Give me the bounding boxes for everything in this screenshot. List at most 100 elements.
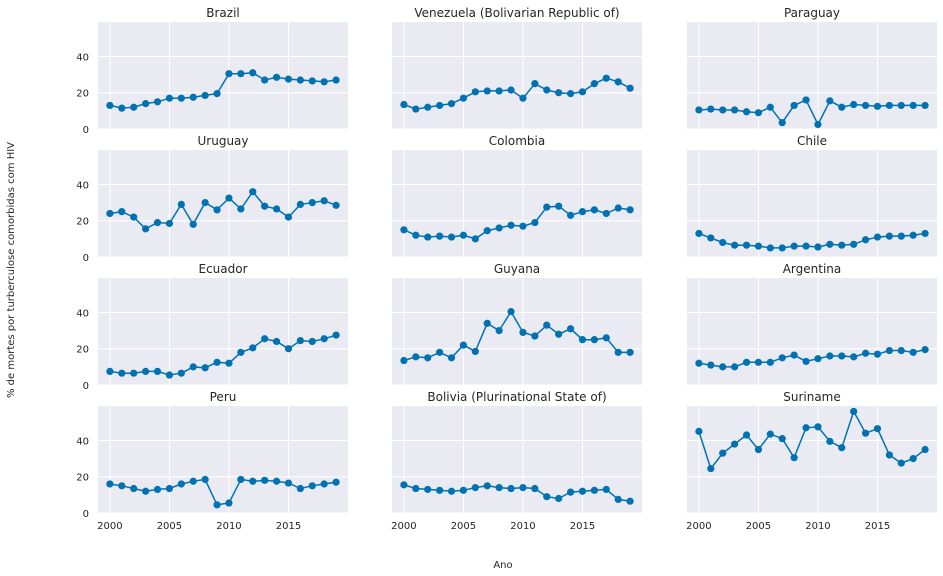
data-point	[165, 484, 174, 493]
panel-4: Uruguay 0 20 40	[76, 134, 348, 264]
data-point	[778, 354, 786, 362]
data-point	[412, 231, 420, 239]
data-point	[165, 371, 174, 379]
panel-title: Guyana	[494, 262, 540, 276]
data-point	[897, 459, 905, 467]
data-point	[566, 90, 575, 98]
data-point	[436, 101, 444, 110]
data-point	[400, 226, 408, 234]
data-point	[272, 73, 281, 81]
data-point	[189, 363, 197, 371]
x-tick-label: 2000	[391, 521, 416, 532]
data-point	[543, 203, 551, 211]
data-point	[921, 445, 929, 454]
data-point	[308, 198, 316, 207]
data-point	[261, 76, 269, 84]
data-point	[142, 225, 150, 233]
data-point	[447, 233, 456, 241]
data-point	[189, 477, 197, 485]
y-tick-label: 20	[76, 345, 89, 356]
data-point	[332, 76, 340, 84]
data-point	[483, 319, 491, 327]
data-point	[447, 100, 456, 108]
data-point	[495, 326, 503, 335]
panel-title: Venezuela (Bolivarian Republic of)	[414, 6, 619, 20]
panel-title: Argentina	[783, 262, 842, 276]
data-point	[626, 497, 634, 505]
data-point	[142, 487, 150, 495]
data-point	[308, 77, 316, 85]
data-point	[261, 202, 269, 210]
data-point	[153, 98, 162, 106]
data-point	[850, 407, 858, 416]
data-point	[225, 499, 233, 507]
panel-background	[98, 22, 348, 129]
x-tick-label: 2005	[746, 521, 771, 532]
data-point	[885, 451, 893, 459]
data-point	[201, 198, 209, 207]
data-point	[731, 106, 739, 114]
x-tick-label: 2005	[451, 521, 476, 532]
x-tick-label: 2000	[97, 521, 122, 532]
y-tick-label: 40	[76, 180, 89, 191]
data-point	[177, 200, 185, 209]
data-point	[590, 336, 598, 344]
data-point	[308, 337, 316, 346]
data-point	[695, 427, 703, 435]
data-point	[249, 188, 257, 196]
y-tick-label: 20	[76, 89, 89, 100]
panel-title: Colombia	[489, 134, 545, 148]
data-point	[754, 109, 763, 117]
data-point	[118, 208, 126, 216]
data-point	[555, 330, 563, 338]
panel-3: Paraguay	[687, 6, 937, 130]
data-point	[213, 90, 221, 98]
data-point	[332, 478, 340, 486]
data-point	[814, 423, 822, 431]
data-point	[495, 224, 503, 232]
data-point	[213, 206, 221, 214]
data-point	[790, 351, 798, 359]
y-tick-label: 0	[83, 253, 89, 264]
data-point	[555, 202, 563, 210]
data-point	[861, 429, 870, 437]
y-tick-label: 0	[83, 509, 89, 520]
data-point	[213, 501, 221, 509]
data-point	[921, 229, 929, 238]
data-point	[885, 346, 893, 355]
data-point	[578, 487, 587, 495]
data-point	[201, 364, 209, 372]
panel-background	[392, 22, 642, 129]
data-point	[707, 105, 715, 113]
data-point	[296, 484, 304, 493]
data-point	[106, 101, 114, 110]
data-point	[189, 220, 197, 228]
data-point	[165, 94, 174, 102]
data-point	[495, 484, 503, 492]
panel-6: Chile	[687, 134, 937, 258]
x-tick-label: 2015	[570, 521, 595, 532]
data-point	[814, 243, 822, 251]
x-tick-label: 2000	[686, 521, 711, 532]
data-point	[130, 369, 138, 377]
data-point	[507, 484, 515, 493]
data-point	[507, 86, 515, 94]
data-point	[543, 321, 551, 329]
data-point	[320, 480, 328, 488]
data-point	[695, 359, 703, 367]
panel-background	[98, 406, 348, 513]
data-point	[225, 70, 233, 78]
data-point	[695, 229, 703, 238]
data-point	[424, 233, 432, 241]
data-point	[766, 358, 774, 366]
data-point	[237, 205, 245, 213]
data-point	[861, 349, 870, 357]
data-point	[719, 363, 727, 371]
panel-9: Argentina	[687, 262, 937, 386]
data-point	[578, 336, 587, 344]
data-point	[778, 244, 786, 252]
data-point	[320, 197, 328, 205]
data-point	[459, 486, 468, 494]
data-point	[754, 358, 763, 366]
y-tick-label: 40	[76, 436, 89, 447]
